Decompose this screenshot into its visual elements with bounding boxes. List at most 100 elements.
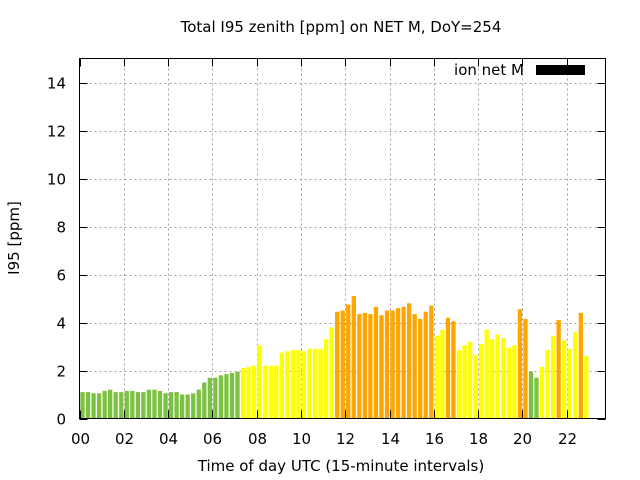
bar [229, 372, 235, 419]
bar [312, 348, 318, 419]
bar [329, 327, 334, 419]
x-tick-label: 04 [159, 430, 178, 448]
bar [573, 332, 578, 419]
x-tick-label: 22 [558, 430, 577, 448]
bar [274, 365, 279, 419]
bar [124, 390, 129, 419]
bar [584, 356, 589, 419]
bar [550, 335, 556, 419]
bar [545, 350, 550, 419]
bar [96, 393, 102, 419]
x-tick-label: 10 [292, 430, 311, 448]
bar [423, 311, 428, 419]
bar [119, 392, 124, 419]
x-tick-label: 16 [425, 430, 444, 448]
bar [340, 310, 345, 419]
bar [85, 392, 91, 419]
bar [257, 345, 262, 419]
bar [202, 382, 207, 419]
bar [478, 344, 484, 419]
y-tick-label: 12 [47, 123, 66, 141]
bar [268, 365, 273, 419]
bar [224, 374, 229, 419]
bar [185, 394, 190, 419]
bar [307, 348, 312, 419]
bar [418, 318, 423, 419]
bar [157, 390, 163, 419]
bar [512, 345, 517, 419]
grid-lines [79, 58, 606, 419]
bar [163, 393, 168, 419]
bar [456, 350, 462, 419]
bar [395, 308, 401, 419]
bar [407, 303, 412, 419]
bar [235, 371, 240, 419]
bar [373, 306, 379, 419]
bar [263, 365, 268, 419]
bar [251, 365, 257, 419]
bar [434, 335, 440, 419]
bar [80, 392, 85, 419]
bar [174, 392, 179, 419]
bar [473, 354, 478, 419]
bar [196, 389, 201, 419]
bar [141, 392, 146, 419]
bar [357, 314, 362, 419]
bar [368, 314, 373, 419]
y-tick-label: 10 [47, 171, 66, 189]
x-tick-label: 14 [381, 430, 400, 448]
bar [567, 348, 572, 419]
bar [318, 348, 323, 419]
bar [462, 345, 467, 419]
bar [108, 389, 113, 419]
bar [146, 389, 152, 419]
bar [102, 390, 107, 419]
x-tick-label: 08 [248, 430, 267, 448]
bar [91, 393, 96, 419]
bar [179, 394, 185, 419]
bar [168, 392, 174, 419]
bar [556, 320, 561, 419]
plot-frame [79, 58, 606, 419]
bar [323, 339, 329, 419]
bar [296, 350, 301, 419]
bar [285, 351, 290, 419]
bar [495, 334, 500, 419]
bar [301, 351, 307, 419]
legend: ion net M [454, 61, 585, 79]
bar [362, 312, 368, 419]
bar [290, 350, 296, 419]
bar [501, 338, 506, 419]
chart-title: Total I95 zenith [ppm] on NET M, DoY=254 [180, 18, 502, 36]
x-tick-label: 12 [336, 430, 355, 448]
bar [484, 329, 489, 419]
bar [445, 317, 451, 419]
x-axis-label: Time of day UTC (15-minute intervals) [197, 457, 484, 475]
bar [130, 390, 135, 419]
bar [152, 389, 157, 419]
y-tick-label: 14 [47, 75, 66, 93]
y-tick-label: 4 [56, 315, 66, 333]
bar [346, 304, 351, 419]
bar [379, 315, 384, 419]
bar [534, 377, 539, 419]
bar [113, 392, 118, 419]
bar [191, 393, 196, 419]
bar [351, 296, 356, 419]
bar [218, 375, 224, 419]
bar [335, 311, 340, 419]
bar [523, 318, 528, 419]
bar [578, 312, 583, 419]
bar [517, 309, 523, 419]
bar [240, 368, 246, 419]
bar [539, 366, 545, 419]
x-tick-label: 20 [513, 430, 532, 448]
y-axis-label: I95 [ppm] [5, 201, 23, 275]
bar [440, 329, 445, 419]
x-tick-label: 02 [115, 430, 134, 448]
bar [246, 366, 251, 419]
bar [412, 314, 417, 419]
bar [467, 341, 473, 419]
bar [384, 310, 390, 419]
bars [80, 296, 589, 419]
